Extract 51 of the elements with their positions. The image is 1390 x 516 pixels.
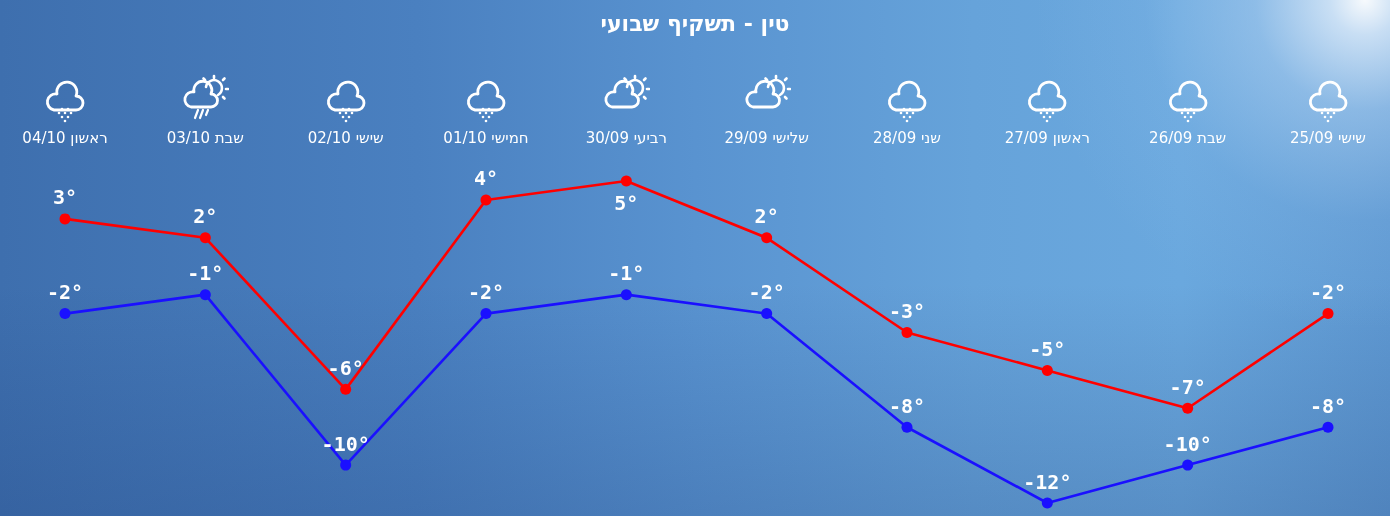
- chart-title: טין - תשקיף שבועי: [600, 10, 790, 36]
- x-tick-label: שבת 03/10: [166, 128, 244, 147]
- data-label: 3°: [52, 185, 78, 210]
- point: [340, 459, 352, 471]
- point: [761, 308, 773, 320]
- point: [1182, 402, 1194, 414]
- point: [620, 175, 632, 187]
- data-label: 4°: [473, 166, 499, 191]
- point: [1182, 459, 1194, 471]
- data-label: -2°: [748, 280, 785, 305]
- point: [761, 232, 773, 244]
- data-label: 2°: [754, 204, 779, 229]
- data-label: -2°: [46, 280, 84, 305]
- data-label: -3°: [888, 299, 926, 324]
- point: [199, 289, 211, 301]
- point: [620, 289, 632, 301]
- x-tick-label: שישי 25/09: [1290, 128, 1366, 147]
- data-label: -6°: [327, 355, 364, 380]
- data-label: -1°: [608, 261, 645, 286]
- data-label: -10°: [1163, 431, 1212, 456]
- data-label: -8°: [1309, 393, 1347, 418]
- x-tick-label: חמישי 01/10: [443, 128, 529, 147]
- x-tick-label: שבת 26/09: [1149, 128, 1227, 147]
- data-label: -10°: [321, 431, 370, 456]
- point: [901, 421, 913, 433]
- point: [199, 232, 211, 244]
- point: [480, 194, 492, 206]
- data-label: -12°: [1023, 469, 1072, 494]
- x-tick-label: ראשון 27/09: [1004, 128, 1090, 147]
- x-tick-label: שני 28/09: [873, 128, 941, 147]
- point: [59, 213, 71, 225]
- x-tick-label: ראשון 04/10: [22, 128, 108, 147]
- data-label: -8°: [888, 393, 926, 418]
- point: [1322, 308, 1334, 320]
- data-label: 2°: [193, 204, 218, 229]
- data-label: -5°: [1029, 336, 1066, 361]
- point: [59, 308, 71, 320]
- x-tick-label: שישי 02/10: [307, 128, 384, 147]
- point: [1041, 497, 1053, 509]
- point: [1322, 421, 1334, 433]
- data-label: -1°: [187, 261, 224, 286]
- data-label: -2°: [467, 280, 505, 305]
- point: [480, 308, 492, 320]
- data-label: 5°: [614, 190, 639, 215]
- data-label: -2°: [1309, 280, 1347, 305]
- data-label: -7°: [1169, 374, 1206, 399]
- x-tick-label: שלישי 29/09: [724, 128, 809, 147]
- point: [340, 383, 352, 395]
- point: [1041, 364, 1053, 376]
- x-tick-label: רביעי 30/09: [585, 128, 667, 147]
- point: [901, 327, 913, 339]
